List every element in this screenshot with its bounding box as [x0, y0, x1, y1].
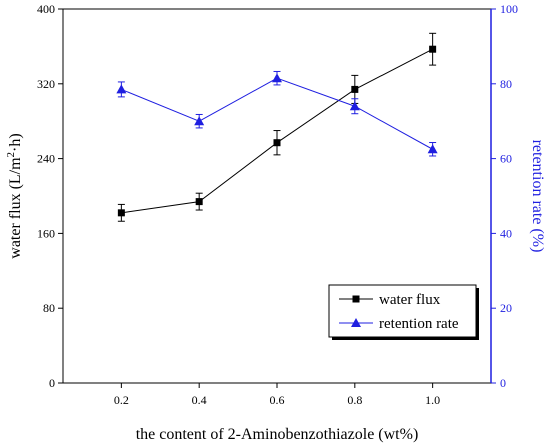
data-point — [427, 144, 438, 154]
legend-label: retention rate — [379, 316, 459, 332]
y-left-tick-label: 0 — [49, 376, 55, 390]
data-point — [272, 73, 282, 83]
x-tick-label: 0.8 — [347, 393, 362, 407]
legend-label: water flux — [379, 292, 441, 308]
y-left-title-part-a: water flux (L/m — [7, 157, 24, 259]
y-right-tick-label: 20 — [500, 301, 512, 315]
right-axis-ticks: 0 20 40 60 80 100 — [491, 2, 518, 390]
legend-marker — [351, 318, 361, 327]
y-right-tick-label: 0 — [500, 376, 506, 390]
x-axis-title: the content of 2-Aminobenzothiazole (wt%… — [136, 426, 419, 443]
y-left-title-sup: 2 — [5, 152, 17, 158]
data-point — [194, 116, 205, 126]
data-point — [429, 45, 437, 53]
data-point — [349, 101, 360, 111]
series-water-flux — [117, 32, 437, 222]
y-right-tick-label: 100 — [500, 2, 518, 16]
legend-marker — [352, 295, 360, 303]
y-left-tick-label: 80 — [43, 301, 55, 315]
y-right-tick-label: 80 — [500, 77, 512, 91]
y-left-tick-label: 400 — [37, 2, 55, 16]
x-tick-label: 0.6 — [270, 393, 285, 407]
y-left-tick-label: 320 — [37, 77, 55, 91]
y-axis-right-title: retention rate (%) — [529, 140, 546, 253]
y-right-tick-label: 40 — [500, 226, 512, 240]
legend: water flux retention rate — [328, 284, 479, 340]
legend-entry: retention rate — [339, 316, 459, 332]
data-point — [273, 139, 281, 147]
x-axis-ticks: 0.2 0.4 0.6 0.8 1.0 — [114, 383, 440, 407]
legend-box — [328, 284, 477, 338]
y-left-tick-label: 240 — [37, 152, 55, 166]
x-tick-label: 0.4 — [192, 393, 207, 407]
series-retention-rate — [116, 70, 438, 157]
legend-entry: water flux — [339, 292, 441, 308]
data-point — [116, 84, 127, 94]
data-point — [117, 209, 125, 217]
data-point — [351, 85, 359, 93]
left-axis-ticks: 0 80 160 240 320 400 — [37, 2, 63, 390]
x-tick-label: 0.2 — [114, 393, 129, 407]
y-right-tick-label: 60 — [500, 152, 512, 166]
y-axis-left-title: water flux (L/m2·h) — [5, 133, 24, 258]
series-layer — [116, 32, 438, 222]
y-left-tick-label: 160 — [37, 226, 55, 240]
x-tick-label: 1.0 — [425, 393, 440, 407]
y-left-title-part-b: ·h) — [7, 133, 24, 152]
data-point — [195, 198, 203, 206]
